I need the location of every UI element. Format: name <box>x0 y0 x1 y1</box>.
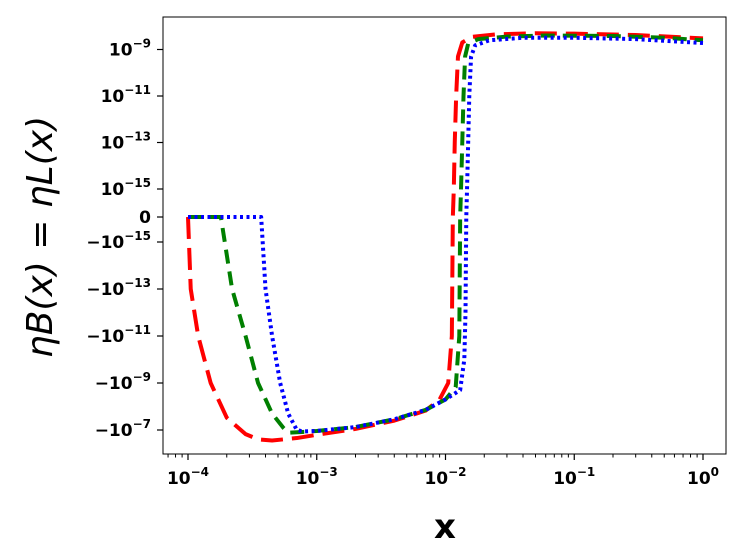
y-tick-label: 10−13 <box>101 130 151 154</box>
y-tick-label: −10−7 <box>95 417 151 441</box>
y-tick-label: 10−15 <box>101 176 151 200</box>
x-axis-label: x <box>434 507 456 547</box>
series-line-3 <box>188 35 704 434</box>
y-tick-label: −10−15 <box>86 229 151 253</box>
y-tick-label: 10−9 <box>109 37 151 61</box>
series-layer <box>186 31 704 443</box>
y-tick-label: −10−11 <box>86 323 151 347</box>
y-tick-label: 10−11 <box>101 83 151 107</box>
series-line-1 <box>186 31 704 443</box>
y-tick-label: −10−13 <box>86 276 151 300</box>
series-line-2 <box>188 33 704 435</box>
y-axis-label: ηB(x) = ηL(x) <box>20 116 61 358</box>
y-tick-label: −10−9 <box>95 370 151 394</box>
x-tick-label: 10−3 <box>296 465 338 489</box>
x-tick-label: 10−4 <box>167 465 209 489</box>
x-tick-label: 100 <box>687 465 719 489</box>
x-tick-label: 10−2 <box>424 465 466 489</box>
y-tick-label: 0 <box>139 208 151 228</box>
plot-frame <box>162 16 727 455</box>
ticks-layer: 10−4 10−3 10−2 10−1 10010−910−1110−1310−150−… <box>86 37 719 490</box>
x-tick-label: 10−1 <box>553 465 595 489</box>
